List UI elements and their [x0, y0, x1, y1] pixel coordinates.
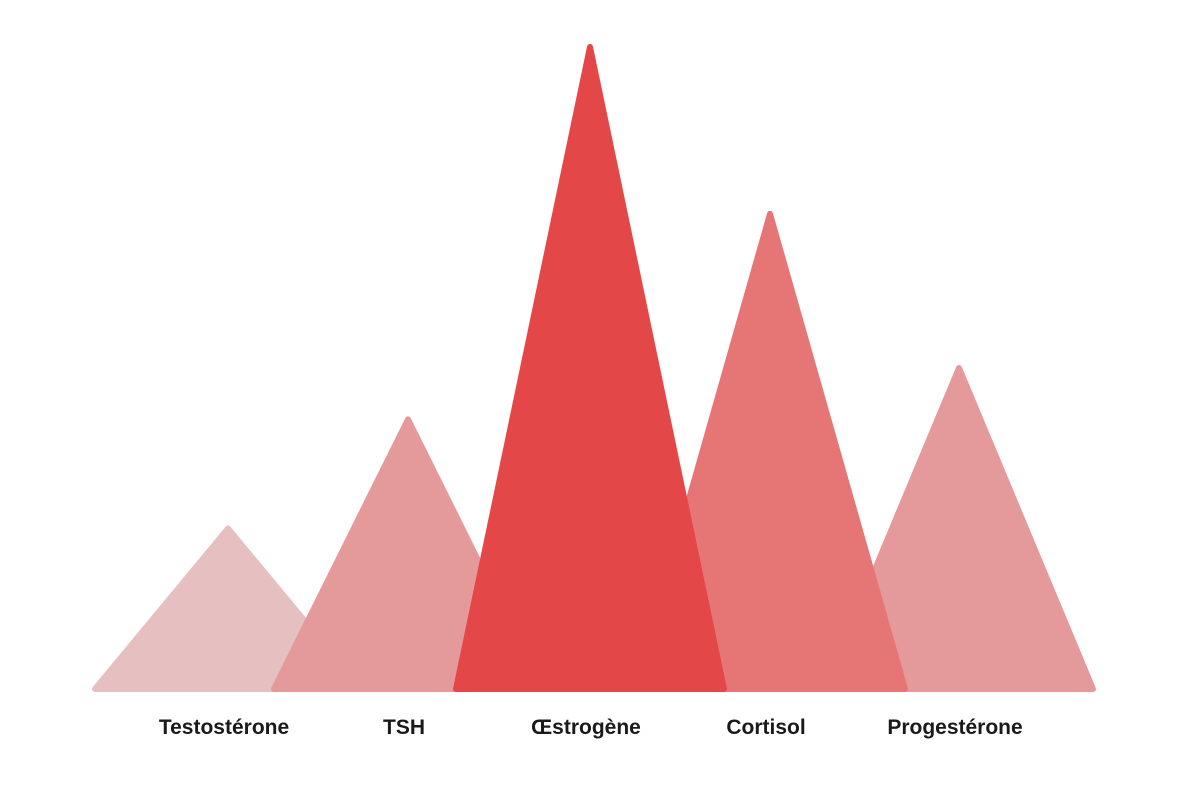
label-tsh: TSH [383, 716, 425, 739]
label-testosterone: Testostérone [159, 716, 289, 739]
peak-cortisol [632, 210, 908, 692]
label-progesterone: Progestérone [887, 716, 1022, 739]
peak-oestrogene [453, 44, 727, 692]
label-oestrogene: Œstrogène [531, 716, 641, 739]
category-labels: Testostérone TSH Œstrogène Cortisol Progesté… [159, 716, 1023, 739]
peak-progesterone [822, 365, 1096, 692]
label-cortisol: Cortisol [726, 716, 805, 739]
chart-peaks [92, 44, 1096, 692]
